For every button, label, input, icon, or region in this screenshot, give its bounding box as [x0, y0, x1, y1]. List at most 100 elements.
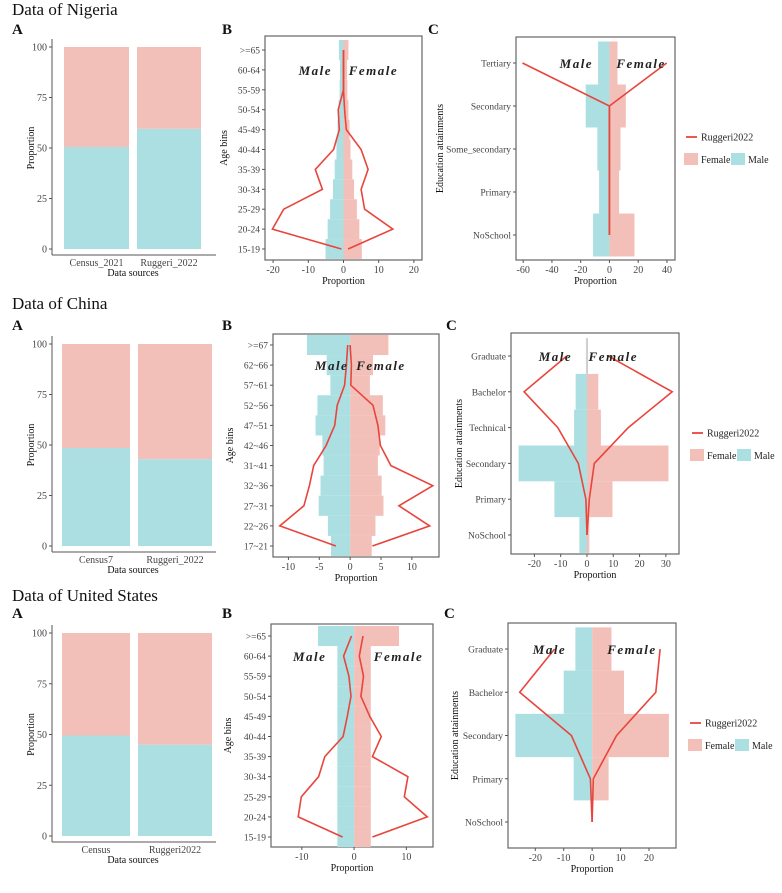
bar-female [64, 47, 129, 147]
bar-female [354, 666, 371, 687]
x-tick-label: Ruggeri_2022 [146, 555, 203, 566]
y-tick-label: 15-19 [238, 246, 260, 256]
bar-female [350, 535, 372, 557]
y-tick-label: 17~21 [244, 543, 268, 553]
section-title-nigeria: Data of Nigeria [12, 0, 118, 19]
bar-male [320, 475, 351, 496]
bar-male [554, 481, 587, 518]
y-tick-label: 32~36 [244, 482, 268, 492]
section-title-china: Data of China [12, 294, 108, 313]
x-tick-label: 20 [644, 853, 654, 864]
y-tick-label: 55-59 [244, 673, 266, 683]
bar-female [350, 455, 378, 476]
bar-female [138, 633, 212, 745]
y-tick-label: 50 [37, 441, 47, 452]
bar-female [592, 757, 609, 801]
x-tick-label: -10 [282, 562, 295, 573]
bar-male [64, 146, 129, 249]
bar-female [138, 344, 212, 460]
x-axis-title: Proportion [571, 864, 614, 875]
bar-female [62, 633, 130, 736]
bar-male [337, 806, 355, 827]
y-tick-label: 100 [32, 43, 47, 54]
education-pyramid-chart: NoSchool Primary Secondary Bachelor Graduate… [450, 622, 773, 875]
y-tick-label: Bachelor [472, 388, 507, 398]
annotation-male: Male [532, 642, 566, 657]
x-tick-label: 10 [401, 852, 411, 863]
legend: Ruggeri2022 Female Male [684, 133, 769, 166]
bar-female [586, 445, 669, 482]
x-axis-title: Proportion [335, 573, 378, 584]
bar-male [325, 239, 344, 259]
bar-male [331, 535, 351, 557]
bar-male [339, 59, 344, 80]
y-tick-label: 20-24 [238, 226, 260, 236]
bar-male [337, 766, 355, 787]
x-tick-label: 30 [661, 559, 671, 570]
bar-female [354, 706, 371, 727]
y-axis-title: Education attainments [454, 399, 465, 488]
bar-male [306, 334, 351, 356]
bar-male [337, 826, 355, 848]
y-tick-label: 57~61 [244, 382, 268, 392]
line-ruggeri2022-female [349, 344, 435, 547]
x-tick-label: 0 [590, 853, 595, 864]
y-tick-label: Primary [472, 775, 503, 785]
annotation-male: Male [538, 349, 572, 364]
x-tick-label: 5 [378, 562, 383, 573]
annotation-female: Female [606, 642, 656, 657]
x-tick-label: Census [82, 845, 111, 856]
panel-label-a: A [12, 22, 23, 38]
y-tick-label: 100 [32, 340, 47, 351]
x-tick-label: 40 [662, 265, 672, 276]
x-tick-label: 20 [635, 559, 645, 570]
y-tick-label: 25 [37, 194, 47, 205]
bar-female [354, 746, 371, 767]
x-tick-label: Census7 [79, 555, 113, 566]
legend-swatch-female [690, 449, 704, 461]
bar-male [315, 415, 351, 436]
y-tick-label: 75 [37, 93, 47, 104]
y-tick-label: 42~46 [244, 442, 268, 452]
bar-male [330, 199, 344, 220]
y-tick-label: NoSchool [473, 232, 511, 242]
panel-label-c: C [444, 606, 455, 622]
age-pyramid-chart: 15-19 20-24 25-29 30-34 35-39 40-44 45-49 50-54… [223, 623, 434, 874]
x-tick-label: -10 [557, 853, 570, 864]
legend-swatch-male [735, 739, 749, 751]
bar-female [609, 41, 618, 85]
y-axis-title: Age bins [223, 717, 234, 753]
y-tick-label: Some_secondary [446, 146, 511, 156]
x-tick-label: 10 [608, 559, 618, 570]
y-tick-label: Technical [469, 424, 506, 434]
bar-male [337, 746, 355, 767]
line-ruggeri2022-female [608, 62, 668, 235]
x-tick-label: -10 [554, 559, 567, 570]
x-tick-label: 0 [348, 562, 353, 573]
stacked-bar-chart: Census7 Ruggeri_2022 0 25 50 75 100 Data source… [26, 336, 216, 576]
y-tick-label: 50-54 [244, 693, 266, 703]
bar-male [138, 459, 212, 546]
x-tick-label: -10 [302, 265, 315, 276]
bar-female [586, 517, 590, 553]
bar-female [592, 670, 624, 714]
y-axis-title: Education attainments [450, 691, 461, 780]
bar-male [585, 84, 610, 128]
legend-swatch-male [731, 153, 745, 165]
y-tick-label: >=65 [246, 633, 266, 643]
bar-female [343, 179, 355, 200]
legend-label-ruggeri2022: Ruggeri2022 [705, 719, 757, 730]
x-tick-label: -20 [528, 559, 541, 570]
bar-female [350, 375, 370, 396]
legend-label-male: Male [748, 155, 769, 166]
bar-female [350, 395, 383, 416]
bar-male [579, 517, 587, 553]
bar-male [138, 744, 212, 836]
line-ruggeri2022-female [342, 50, 395, 250]
education-pyramid-chart: NoSchool Primary Some_secondary Secondary Te… [435, 36, 769, 287]
bar-male [563, 670, 593, 714]
bar-female [354, 826, 371, 848]
bar-male [338, 40, 344, 60]
legend-swatch-male [737, 449, 751, 461]
